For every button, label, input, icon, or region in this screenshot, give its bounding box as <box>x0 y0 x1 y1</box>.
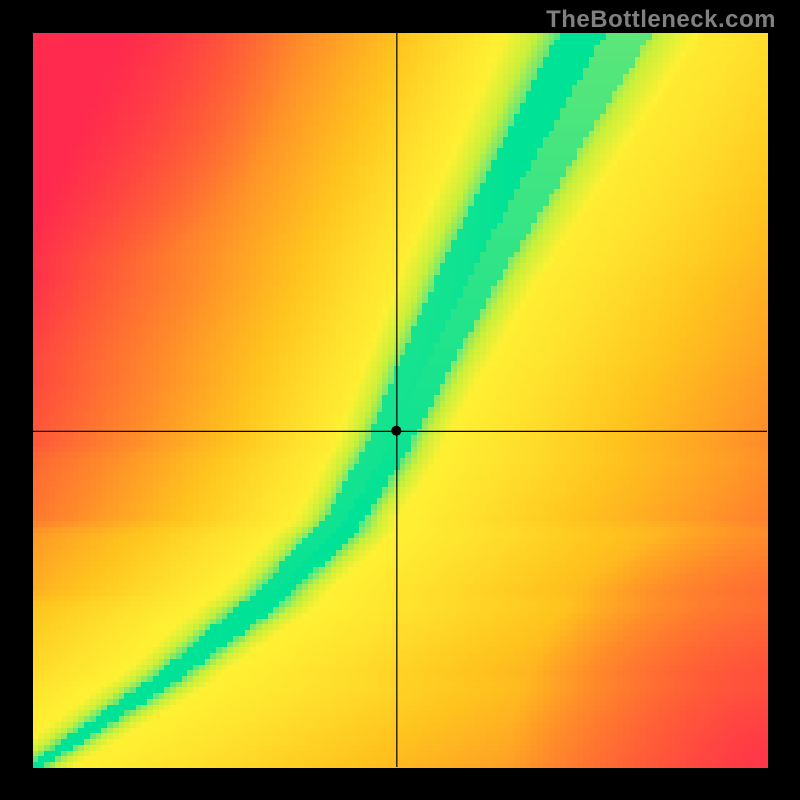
source-watermark: TheBottleneck.com <box>546 6 776 34</box>
bottleneck-heatmap <box>0 0 800 800</box>
